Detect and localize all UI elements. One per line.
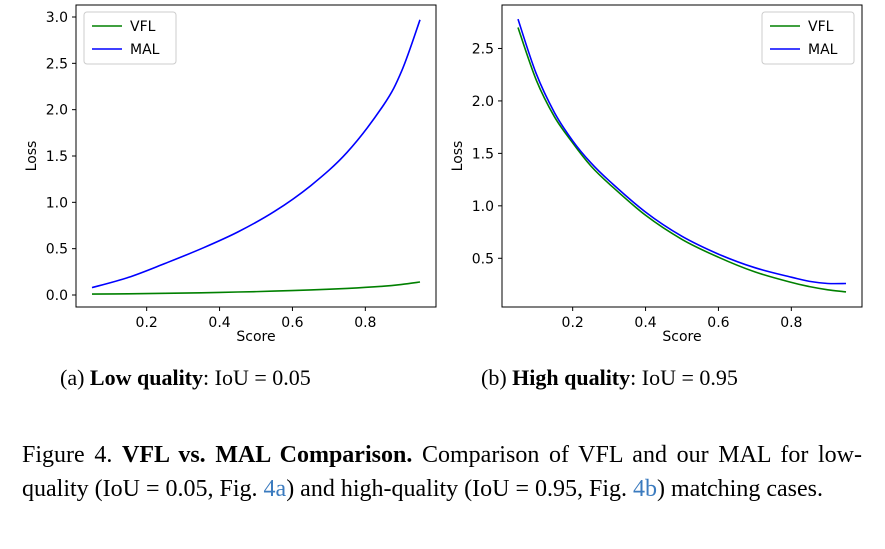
- y-tick-label: 2.5: [472, 41, 494, 57]
- x-tick-label: 0.2: [562, 315, 584, 331]
- x-tick-label: 0.8: [354, 315, 376, 331]
- y-tick-label: 2.0: [46, 103, 68, 119]
- caption-text-3: ) matching cases.: [657, 476, 823, 502]
- subcaption-a: (a) Low quality: IoU = 0.05: [60, 365, 311, 391]
- series-line-vfl: [91, 281, 421, 295]
- subcaption-b-rest: : IoU = 0.95: [630, 365, 738, 390]
- series-line-mal: [91, 19, 421, 289]
- y-axis-label: Loss: [24, 141, 40, 172]
- caption-label: Figure 4.: [22, 442, 122, 468]
- subcaption-a-prefix: (a): [60, 365, 90, 390]
- subcaption-a-rest: : IoU = 0.05: [203, 365, 311, 390]
- subcaption-a-bold: Low quality: [89, 365, 204, 390]
- chart-high-quality: 0.2 0.4 0.6 0.8 0.51.01.52.02.5 Score Loss …: [450, 4, 863, 345]
- subcaption-b: (b) High quality: IoU = 0.95: [481, 365, 738, 391]
- x-tick-label: 0.6: [281, 315, 303, 331]
- figure-ref-4b[interactable]: 4b: [633, 476, 658, 502]
- y-tick-label: 0.0: [46, 288, 68, 304]
- y-tick-label: 1.5: [46, 149, 68, 165]
- caption-text-2: ) and high-quality (IoU = 0.95, Fig.: [286, 476, 634, 502]
- y-tick-label: 1.0: [46, 195, 68, 211]
- series-line-vfl: [517, 27, 847, 293]
- y-axis-label: Loss: [450, 141, 466, 172]
- series-line-mal: [517, 18, 847, 285]
- y-tick-label: 1.5: [472, 146, 494, 162]
- subcaption-b-bold: High quality: [512, 365, 631, 390]
- x-tick-label: 0.8: [780, 315, 802, 331]
- legend-mal-label: MAL: [130, 42, 160, 58]
- legend-box: [761, 11, 855, 65]
- x-tick-label: 0.4: [634, 315, 656, 331]
- y-tick-label: 0.5: [472, 251, 494, 267]
- figure-caption: Figure 4. VFL vs. MAL Comparison. Compar…: [22, 438, 862, 506]
- x-axis-label: Score: [236, 329, 275, 345]
- plot-area-frame: [501, 4, 863, 308]
- y-tick-label: 3.0: [46, 10, 68, 26]
- legend: VFL MAL: [83, 11, 177, 65]
- caption-text-1: Comparison of VFL and our MAL for low-qu…: [22, 442, 862, 502]
- legend: VFL MAL: [761, 11, 855, 65]
- figure-charts: 0.2 0.4 0.6 0.8 0.0 0.5 1.0 1.5 2.0 2.5 3.0 Score…: [24, 4, 863, 345]
- subcaption-b-prefix: (b): [481, 365, 513, 390]
- y-tick-label: 1.0: [472, 199, 494, 215]
- x-tick-label: 0.2: [136, 315, 158, 331]
- y-tick-label: 2.5: [46, 56, 68, 72]
- caption-title: VFL vs. MAL Comparison.: [121, 442, 413, 468]
- y-tick-label: 2.0: [472, 94, 494, 110]
- legend-box: [83, 11, 177, 65]
- legend-mal-label: MAL: [808, 42, 838, 58]
- x-axis-label: Score: [662, 329, 701, 345]
- chart-low-quality: 0.2 0.4 0.6 0.8 0.0 0.5 1.0 1.5 2.0 2.5 3.0 Score…: [24, 4, 437, 345]
- figure-ref-4a[interactable]: 4a: [263, 476, 287, 502]
- y-tick-label: 0.5: [46, 242, 68, 258]
- x-tick-label: 0.6: [707, 315, 729, 331]
- legend-vfl-label: VFL: [130, 19, 156, 35]
- x-tick-label: 0.4: [208, 315, 230, 331]
- legend-vfl-label: VFL: [808, 19, 834, 35]
